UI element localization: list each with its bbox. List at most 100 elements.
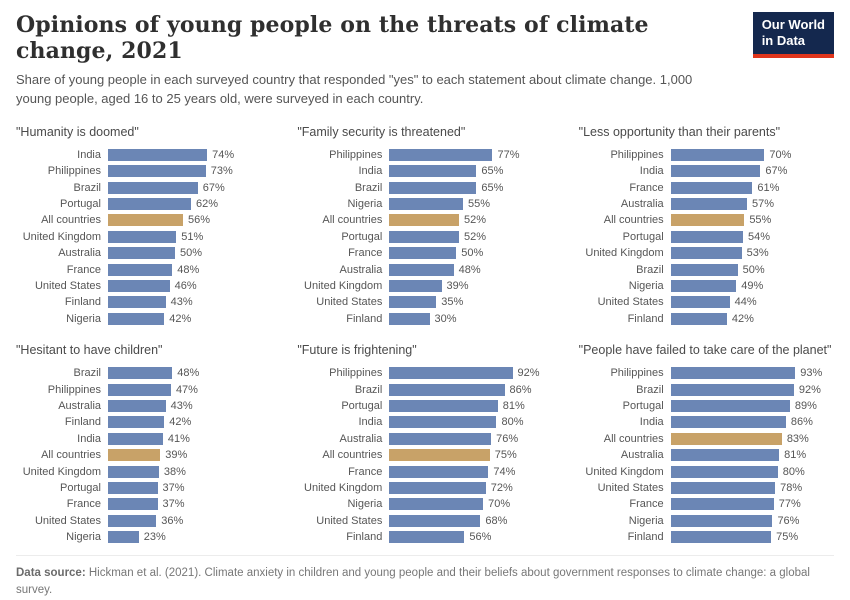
bar-track: 81% xyxy=(389,399,552,412)
bar-row: Brazil 92% xyxy=(579,381,834,397)
value-label: 55% xyxy=(749,214,772,227)
bar-row: Brazil 67% xyxy=(16,179,271,195)
country-label: United Kingdom xyxy=(22,465,101,478)
bar xyxy=(670,416,786,429)
bar-row: France 74% xyxy=(297,463,552,479)
value-label: 55% xyxy=(467,198,491,211)
bar-track: 48% xyxy=(389,263,552,276)
bar-track: 48% xyxy=(108,367,271,380)
value-label: 86% xyxy=(790,416,813,429)
country-label: Portugal xyxy=(60,481,101,494)
bar xyxy=(108,230,177,243)
chart-panel: "Humanity is doomed" India 74% Philippines 7… xyxy=(16,121,271,327)
bar-track: 72% xyxy=(389,481,552,494)
country-label: Finland xyxy=(627,312,664,325)
country-label: United States xyxy=(597,296,664,309)
bar-track: 46% xyxy=(108,280,271,292)
bar xyxy=(670,481,776,494)
bar-row: United States 44% xyxy=(579,294,834,310)
bar-row: France 77% xyxy=(579,496,834,512)
bar xyxy=(670,263,738,276)
bar-track: 38% xyxy=(108,465,271,478)
value-label: 49% xyxy=(741,280,764,292)
value-label: 50% xyxy=(461,247,484,260)
country-label: Nigeria xyxy=(347,198,383,211)
bar xyxy=(670,449,780,462)
bar-track: 42% xyxy=(108,416,271,429)
bar-track: 35% xyxy=(389,296,552,309)
page-title: Opinions of young people on the threats … xyxy=(16,12,649,64)
country-label: Brazil xyxy=(354,181,383,194)
country-label: United Kingdom xyxy=(22,230,101,243)
value-label: 56% xyxy=(188,214,211,227)
bar-row: Finland 42% xyxy=(579,311,834,327)
bar xyxy=(389,416,497,429)
bar-track: 49% xyxy=(670,280,834,292)
country-label: United Kingdom xyxy=(585,465,664,478)
country-label: France xyxy=(348,465,383,478)
bar-row: Brazil 86% xyxy=(297,381,552,397)
bar-track: 56% xyxy=(108,214,271,227)
value-label: 37% xyxy=(162,498,185,511)
country-label: Brazil xyxy=(354,383,383,396)
country-label: Finland xyxy=(64,416,101,429)
value-label: 41% xyxy=(167,432,190,445)
bar-track: 92% xyxy=(670,383,834,396)
bar-track: 56% xyxy=(389,531,552,544)
value-label: 38% xyxy=(163,465,186,478)
value-label: 48% xyxy=(177,367,200,380)
country-label: Australia xyxy=(339,263,383,276)
bar-row: United Kingdom 51% xyxy=(16,229,271,245)
value-label: 50% xyxy=(179,247,202,260)
bar-row: Australia 50% xyxy=(16,245,271,261)
bar-track: 77% xyxy=(670,498,834,511)
bar-track: 83% xyxy=(670,432,834,445)
bar-track: 30% xyxy=(389,312,552,325)
bar xyxy=(670,399,790,412)
bar-track: 89% xyxy=(670,399,834,412)
bar-row: India 41% xyxy=(16,431,271,447)
bar xyxy=(108,514,157,527)
country-label: Nigeria xyxy=(347,498,383,511)
bar xyxy=(389,465,489,478)
value-label: 77% xyxy=(497,148,520,161)
value-label: 39% xyxy=(446,280,469,292)
bar-track: 52% xyxy=(389,230,552,243)
bar-track: 92% xyxy=(389,367,552,380)
bar-track: 74% xyxy=(389,465,552,478)
bar-row: Australia 43% xyxy=(16,398,271,414)
bar-row: India 74% xyxy=(16,147,271,163)
bar xyxy=(389,514,481,527)
bar-row: All countries 75% xyxy=(297,447,552,463)
bar xyxy=(670,198,747,211)
country-label: Portugal xyxy=(341,399,383,412)
country-label: All countries xyxy=(41,214,101,227)
bar-track: 47% xyxy=(108,383,271,396)
bar-row: Brazil 50% xyxy=(579,261,834,277)
bar xyxy=(108,165,206,178)
bar-row: United Kingdom 80% xyxy=(579,463,834,479)
bar-highlighted xyxy=(670,432,782,445)
bar-row: Australia 81% xyxy=(579,447,834,463)
bar-track: 70% xyxy=(389,498,552,511)
bar-row: Philippines 70% xyxy=(579,147,834,163)
bar-track: 51% xyxy=(108,230,271,243)
country-label: Nigeria xyxy=(628,280,664,292)
bar-highlighted xyxy=(108,214,183,227)
bar xyxy=(108,312,165,325)
bar-track: 43% xyxy=(108,399,271,412)
data-source-line: Data source: Hickman et al. (2021). Clim… xyxy=(16,565,826,598)
value-label: 39% xyxy=(165,449,188,462)
country-label: Philippines xyxy=(610,367,664,380)
value-label: 75% xyxy=(776,531,799,544)
bar xyxy=(108,481,158,494)
bar-row: France 37% xyxy=(16,496,271,512)
value-label: 65% xyxy=(481,165,504,178)
bar-track: 86% xyxy=(389,383,552,396)
bar-row: India 67% xyxy=(579,163,834,179)
bar xyxy=(108,181,198,194)
bar-row: Portugal 81% xyxy=(297,398,552,414)
bar-highlighted xyxy=(389,214,459,227)
logo-line-1: Our World xyxy=(761,17,825,32)
country-label: United Kingdom xyxy=(304,481,383,494)
